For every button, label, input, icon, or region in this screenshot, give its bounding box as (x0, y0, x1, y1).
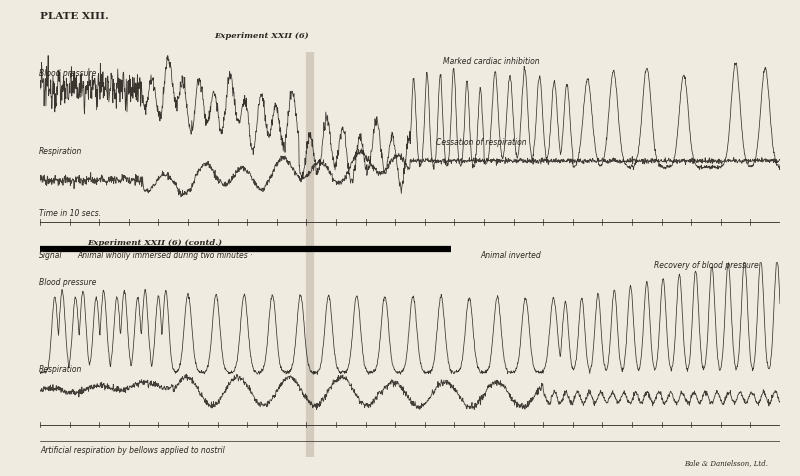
Text: Blood pressure: Blood pressure (38, 278, 96, 288)
Text: Respiration: Respiration (38, 365, 82, 374)
Text: Recovery of blood pressure: Recovery of blood pressure (654, 261, 759, 270)
Text: Animal wholly immersed during two minutes ·: Animal wholly immersed during two minute… (77, 251, 253, 260)
Text: Animal inverted: Animal inverted (480, 251, 541, 260)
Text: Cessation of respiration: Cessation of respiration (436, 139, 526, 148)
Text: Marked cardiac inhibition: Marked cardiac inhibition (443, 57, 540, 66)
Text: Respiration: Respiration (38, 147, 82, 156)
Text: Time in 10 secs.: Time in 10 secs. (38, 209, 101, 218)
Text: PLATE XIII.: PLATE XIII. (40, 12, 109, 21)
Text: Signal: Signal (38, 251, 62, 260)
Text: Bale & Danielsson, Ltd.: Bale & Danielsson, Ltd. (684, 459, 768, 467)
Text: Experiment XXII (6): Experiment XXII (6) (214, 31, 310, 40)
Text: Artificial respiration by bellows applied to nostril: Artificial respiration by bellows applie… (40, 446, 225, 455)
Text: Blood pressure: Blood pressure (38, 69, 96, 78)
Text: Experiment XXII (6) (contd.): Experiment XXII (6) (contd.) (87, 239, 222, 247)
